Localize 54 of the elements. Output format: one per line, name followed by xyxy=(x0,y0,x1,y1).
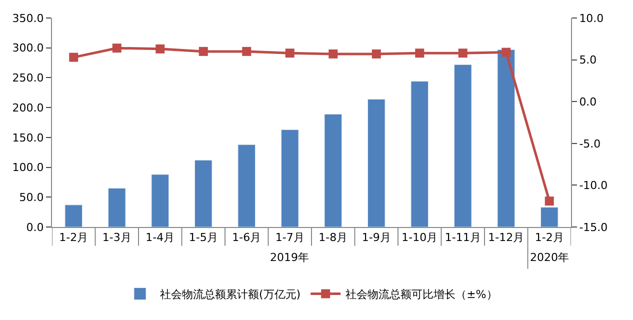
y-tick-label: 200.0 xyxy=(12,101,44,114)
y2-tick-label: 0.0 xyxy=(579,95,597,108)
point xyxy=(502,48,511,57)
point xyxy=(458,48,468,58)
x-tick-label: 1-2月 xyxy=(59,231,88,244)
x-tick-label: 1-6月 xyxy=(232,231,262,244)
text: 2019年 xyxy=(270,251,309,264)
point xyxy=(156,44,165,54)
bar xyxy=(367,98,386,227)
point xyxy=(285,48,294,58)
x-tick-label: 1-12月 xyxy=(488,231,524,244)
x-tick-label: 1-2月 xyxy=(534,231,564,244)
y2-tick-label: -5.0 xyxy=(579,137,601,150)
point xyxy=(415,48,424,58)
bar xyxy=(497,49,516,227)
point xyxy=(328,49,338,58)
legend-label: 社会物流总额累计额(万亿元) xyxy=(160,288,301,302)
legend-label: 社会物流总额可比增长（±%） xyxy=(346,288,498,302)
bar xyxy=(194,160,212,227)
y-tick-label: 300.0 xyxy=(12,42,44,55)
x-tick-label: 1-10月 xyxy=(402,231,438,244)
x-tick-label: 1-11月 xyxy=(444,231,481,244)
y2-tick-label: -10.0 xyxy=(579,179,608,192)
bar xyxy=(280,129,299,227)
bar xyxy=(238,144,256,227)
bar xyxy=(64,204,83,227)
y-tick-label: 100.0 xyxy=(12,161,44,174)
x-tick-label: 1-4月 xyxy=(146,231,175,244)
y-tick-label: 150.0 xyxy=(12,131,44,144)
y2-tick-label: 10.0 xyxy=(579,12,604,25)
y2-tick-label: 5.0 xyxy=(579,54,597,67)
y-tick-label: 50.0 xyxy=(19,190,44,204)
y-tick-label: 350.0 xyxy=(12,12,44,25)
y-tick-label: 0.0 xyxy=(26,220,44,234)
bar xyxy=(540,207,558,227)
bar xyxy=(108,188,126,227)
x-tick-label: 1-5月 xyxy=(188,231,218,244)
x-tick-label: 1-9月 xyxy=(362,231,391,244)
y-tick-label: 250.0 xyxy=(12,72,44,85)
point xyxy=(198,46,208,56)
point xyxy=(69,52,78,62)
x-tick-label: 1-8月 xyxy=(318,231,348,244)
bar xyxy=(151,174,170,227)
bar xyxy=(454,64,472,227)
bar xyxy=(324,114,342,227)
point xyxy=(242,46,252,56)
bar xyxy=(410,81,429,227)
point xyxy=(372,49,381,58)
x-tick-label: 1-7月 xyxy=(275,231,304,244)
point xyxy=(544,196,554,206)
x-tick-label: 1-3月 xyxy=(102,231,132,244)
text: 2020年 xyxy=(530,251,569,264)
point xyxy=(112,44,122,53)
y2-tick-label: -15.0 xyxy=(579,220,608,234)
